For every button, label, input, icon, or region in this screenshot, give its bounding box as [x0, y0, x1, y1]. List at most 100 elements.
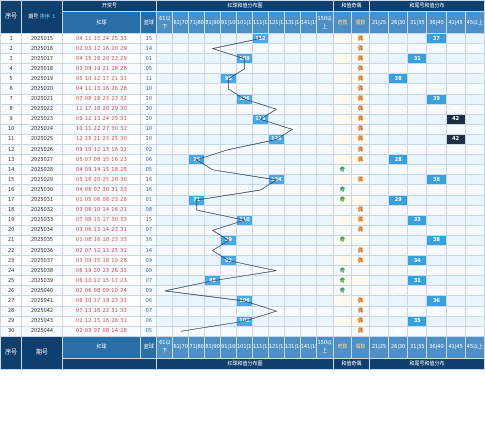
row-period: 2025029: [21, 174, 63, 186]
zone-empty-cell: [236, 103, 253, 115]
zone-empty-cell: [299, 93, 317, 105]
tail-empty-cell: [464, 164, 485, 176]
zone-empty-cell: [156, 234, 174, 246]
zone-empty-cell: [204, 174, 222, 186]
zone-empty-cell: [188, 113, 206, 125]
tail-empty-cell: [368, 244, 390, 257]
zone-empty-cell: [188, 224, 206, 236]
zone-empty-cell: [251, 244, 269, 257]
parity-even-cell: [350, 184, 370, 196]
zone-empty-cell: [299, 285, 317, 297]
zone-empty-cell: [236, 83, 253, 95]
zone-empty-cell: [172, 164, 190, 176]
tail-value-cell: 39: [426, 244, 447, 257]
zone-empty-cell: [220, 295, 237, 307]
parity-odd-cell: [332, 224, 352, 236]
zone-empty-cell: [156, 154, 174, 166]
tail-empty-cell: [407, 184, 428, 196]
zone-empty-cell: [236, 255, 253, 267]
zone-empty-cell: [188, 73, 206, 85]
sum-value-cell: 122: [267, 305, 285, 317]
sort-icon[interactable]: ↕: [51, 14, 56, 20]
footer-zone-0: 61以下: [156, 335, 174, 359]
row-period: 2025031: [21, 194, 63, 206]
tail-value-cell: 24: [368, 204, 390, 216]
row-red-balls: 01 05 06 08 23 28: [61, 194, 142, 206]
sum-value-cell: 90: [204, 244, 222, 257]
zone-empty-cell: [315, 244, 334, 257]
tail-empty-cell: [368, 43, 390, 55]
zone-empty-cell: [299, 224, 317, 236]
zone-empty-cell: [236, 113, 253, 125]
tail-empty-cell: [445, 285, 466, 297]
tail-empty-cell: [407, 123, 428, 135]
zone-empty-cell: [236, 154, 253, 166]
zone-empty-cell: [283, 43, 301, 55]
row-period: 2025036: [21, 244, 63, 257]
tail-empty-cell: [464, 184, 485, 196]
tail-value-cell: 31: [407, 53, 428, 65]
tail-empty-cell: [368, 63, 390, 75]
parity-even-cell: 偶: [350, 83, 370, 95]
tail-empty-cell: [445, 204, 466, 216]
tail-empty-cell: [445, 73, 466, 85]
footer-tail-5: 45以上: [464, 335, 485, 359]
zone-empty-cell: [172, 234, 190, 246]
period-header[interactable]: 期号 排序 ↕: [21, 0, 63, 34]
tail-empty-cell: [388, 103, 409, 115]
row-red-balls: 04 09 14 15 18 25: [61, 164, 142, 176]
zone-empty-cell: [220, 315, 237, 327]
zone-empty-cell: [236, 275, 253, 287]
zone-empty-cell: [220, 43, 237, 55]
zone-empty-cell: [283, 204, 301, 216]
row-blue-ball: 10: [140, 93, 158, 105]
tail-value-cell: 29: [388, 164, 409, 176]
zone-empty-cell: [315, 234, 334, 246]
zone-empty-cell: [251, 133, 269, 146]
sort-label[interactable]: 排序: [39, 14, 50, 20]
footer-seq-label: 序号: [0, 335, 23, 370]
tail-value-cell: 34: [407, 63, 428, 75]
tail-empty-cell: [464, 32, 485, 45]
tail-empty-cell: [388, 305, 409, 317]
parity-even-cell: [350, 285, 370, 297]
zone-empty-cell: [267, 224, 285, 236]
footer-tail-3: 36|40: [426, 335, 447, 359]
zone-empty-cell: [188, 285, 206, 297]
zone-empty-cell: [315, 315, 334, 327]
row-seq: 27: [0, 295, 23, 307]
tail-value-cell: 30: [388, 325, 409, 337]
zone-empty-cell: [315, 224, 334, 236]
footer-blue-label: 蓝球: [140, 335, 158, 359]
zone-empty-cell: [299, 214, 317, 226]
tail-value-cell: 26: [388, 285, 409, 297]
tail-value-cell: 34: [407, 83, 428, 95]
row-period: 2025027: [21, 154, 63, 166]
row-period: 2025017: [21, 53, 63, 65]
footer-zone-1: 61|70: [172, 335, 190, 359]
tail-empty-cell: [407, 295, 428, 307]
table-row: 21 2025035 01 08 16 18 23 33 16 99 奇 38: [0, 234, 485, 246]
parity-odd-cell: [332, 244, 352, 257]
zone-empty-cell: [315, 184, 334, 196]
tail-empty-cell: [426, 255, 447, 267]
zone-header-7: 121|130: [267, 11, 285, 34]
tail-empty-cell: [426, 154, 447, 166]
zone-empty-cell: [267, 53, 285, 65]
tail-empty-cell: [445, 93, 466, 105]
zone-empty-cell: [283, 285, 301, 297]
tail-empty-cell: [388, 174, 409, 186]
zone-header-9: 141|150: [299, 11, 317, 34]
table-row: 23 2025037 03 09 15 18 19 28 09 92 偶 34: [0, 255, 485, 267]
zone-empty-cell: [204, 32, 222, 45]
zone-empty-cell: [299, 123, 317, 135]
zone-empty-cell: [156, 73, 174, 85]
zone-empty-cell: [156, 305, 174, 317]
row-blue-ball: 01: [140, 194, 158, 206]
footer-tail-4: 41|45: [445, 335, 466, 359]
zone-empty-cell: [283, 234, 301, 246]
parity-even-cell: 偶: [350, 53, 370, 65]
sum-value-cell: 59: [156, 285, 174, 297]
zone-empty-cell: [236, 234, 253, 246]
zone-empty-cell: [188, 123, 206, 135]
